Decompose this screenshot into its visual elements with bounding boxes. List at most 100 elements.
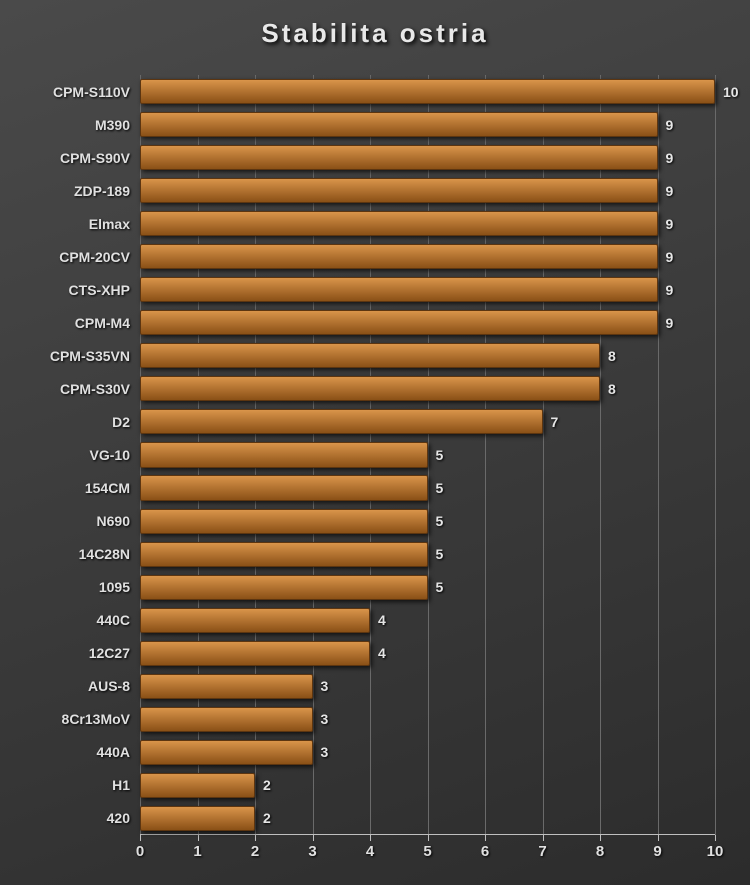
bar-row: 12C274 bbox=[140, 637, 715, 670]
bar-row: ZDP-1899 bbox=[140, 174, 715, 207]
value-label: 4 bbox=[378, 612, 386, 628]
x-tick-label: 5 bbox=[423, 843, 431, 860]
category-label: ZDP-189 bbox=[74, 183, 130, 199]
bar bbox=[140, 442, 428, 467]
bar bbox=[140, 244, 658, 269]
category-label: AUS-8 bbox=[88, 678, 130, 694]
value-label: 5 bbox=[436, 480, 444, 496]
value-label: 9 bbox=[666, 315, 674, 331]
bar-row: CPM-S35VN8 bbox=[140, 339, 715, 372]
bar-row: 8Cr13MoV3 bbox=[140, 703, 715, 736]
bar bbox=[140, 277, 658, 302]
x-tick-label: 8 bbox=[596, 843, 604, 860]
value-label: 5 bbox=[436, 513, 444, 529]
tick-mark bbox=[255, 835, 256, 841]
bar-row: CPM-S30V8 bbox=[140, 372, 715, 405]
category-label: M390 bbox=[95, 117, 130, 133]
x-tick-label: 9 bbox=[653, 843, 661, 860]
category-label: 14C28N bbox=[79, 546, 130, 562]
plot-area: 012345678910CPM-S110V10M3909CPM-S90V9ZDP… bbox=[140, 75, 715, 835]
x-tick-label: 10 bbox=[707, 843, 724, 860]
value-label: 5 bbox=[436, 546, 444, 562]
bar-row: 154CM5 bbox=[140, 472, 715, 505]
bar bbox=[140, 542, 428, 567]
tick-mark bbox=[428, 835, 429, 841]
value-label: 9 bbox=[666, 216, 674, 232]
bar bbox=[140, 707, 313, 732]
x-tick-label: 7 bbox=[538, 843, 546, 860]
tick-mark bbox=[198, 835, 199, 841]
bar-row: CPM-S110V10 bbox=[140, 75, 715, 108]
gridline bbox=[715, 75, 716, 835]
bar bbox=[140, 310, 658, 335]
category-label: 154CM bbox=[85, 480, 130, 496]
bar bbox=[140, 773, 255, 798]
bar bbox=[140, 575, 428, 600]
value-label: 3 bbox=[321, 678, 329, 694]
bar-row: 10955 bbox=[140, 571, 715, 604]
bar-row: CPM-20CV9 bbox=[140, 240, 715, 273]
bar bbox=[140, 376, 600, 401]
category-label: D2 bbox=[112, 414, 130, 430]
bar-row: N6905 bbox=[140, 505, 715, 538]
bar bbox=[140, 79, 715, 104]
bar bbox=[140, 343, 600, 368]
value-label: 5 bbox=[436, 447, 444, 463]
category-label: H1 bbox=[112, 777, 130, 793]
category-label: CPM-S90V bbox=[60, 150, 130, 166]
value-label: 2 bbox=[263, 810, 271, 826]
value-label: 5 bbox=[436, 579, 444, 595]
category-label: 8Cr13MoV bbox=[62, 711, 130, 727]
bar bbox=[140, 178, 658, 203]
bar-row: 14C28N5 bbox=[140, 538, 715, 571]
bar-row: D27 bbox=[140, 405, 715, 438]
category-label: 440C bbox=[97, 612, 130, 628]
category-label: 12C27 bbox=[89, 645, 130, 661]
bar-row: VG-105 bbox=[140, 438, 715, 471]
tick-mark bbox=[543, 835, 544, 841]
x-tick-label: 2 bbox=[251, 843, 259, 860]
bar-row: 440A3 bbox=[140, 736, 715, 769]
bar bbox=[140, 409, 543, 434]
tick-mark bbox=[140, 835, 141, 841]
chart-frame: Stabilita ostria 012345678910CPM-S110V10… bbox=[0, 0, 750, 885]
value-label: 4 bbox=[378, 645, 386, 661]
x-tick-label: 6 bbox=[481, 843, 489, 860]
bar-row: H12 bbox=[140, 769, 715, 802]
tick-mark bbox=[715, 835, 716, 841]
x-tick-label: 1 bbox=[193, 843, 201, 860]
category-label: 440A bbox=[97, 744, 130, 760]
bar bbox=[140, 475, 428, 500]
bar bbox=[140, 806, 255, 831]
tick-mark bbox=[313, 835, 314, 841]
chart-title: Stabilita ostria bbox=[0, 18, 750, 49]
bar bbox=[140, 509, 428, 534]
value-label: 10 bbox=[723, 84, 739, 100]
category-label: Elmax bbox=[89, 216, 130, 232]
x-tick-label: 4 bbox=[366, 843, 374, 860]
tick-mark bbox=[485, 835, 486, 841]
bar bbox=[140, 740, 313, 765]
value-label: 7 bbox=[551, 414, 559, 430]
category-label: 1095 bbox=[99, 579, 130, 595]
category-label: VG-10 bbox=[90, 447, 130, 463]
category-label: CPM-S110V bbox=[53, 84, 130, 100]
value-label: 9 bbox=[666, 282, 674, 298]
tick-mark bbox=[658, 835, 659, 841]
tick-mark bbox=[370, 835, 371, 841]
tick-mark bbox=[600, 835, 601, 841]
category-label: CTS-XHP bbox=[69, 282, 130, 298]
bar bbox=[140, 211, 658, 236]
x-tick-label: 0 bbox=[136, 843, 144, 860]
value-label: 2 bbox=[263, 777, 271, 793]
bar-row: 4202 bbox=[140, 802, 715, 835]
bar bbox=[140, 608, 370, 633]
bar-row: CTS-XHP9 bbox=[140, 273, 715, 306]
value-label: 9 bbox=[666, 249, 674, 265]
category-label: CPM-M4 bbox=[75, 315, 130, 331]
bar bbox=[140, 674, 313, 699]
category-label: N690 bbox=[97, 513, 130, 529]
x-tick-label: 3 bbox=[308, 843, 316, 860]
bar bbox=[140, 112, 658, 137]
value-label: 3 bbox=[321, 744, 329, 760]
